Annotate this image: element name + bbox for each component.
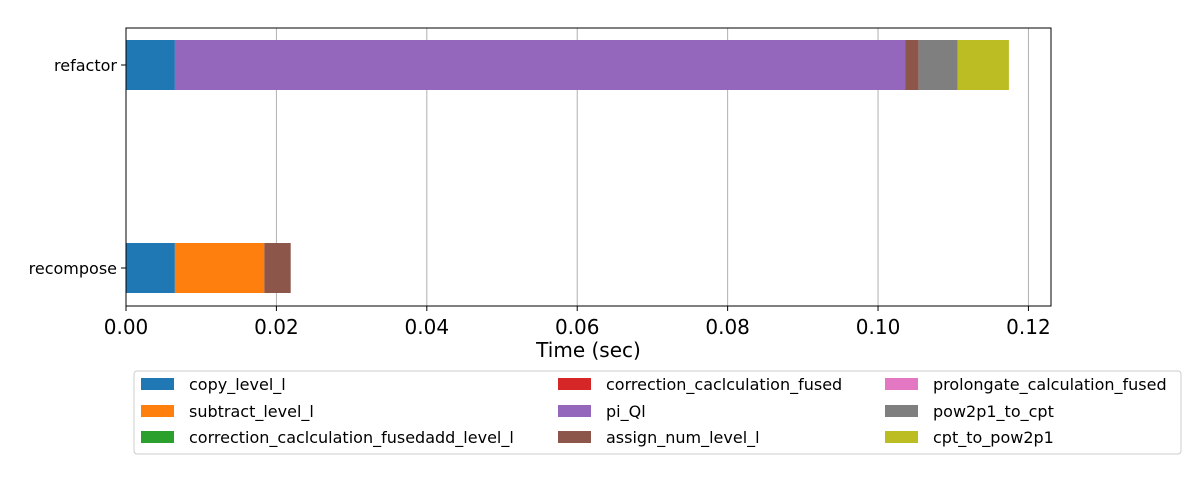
legend-swatch — [141, 378, 174, 390]
legend-frame — [133, 370, 1182, 455]
legend-entry: correction_caclculation_fused — [606, 375, 842, 395]
bar-segment — [918, 40, 958, 90]
legend-swatch — [885, 431, 918, 443]
bar-segment — [957, 40, 1009, 90]
legend-swatch — [885, 378, 918, 390]
legend-entry: prolongate_calculation_fused — [933, 375, 1167, 395]
plot-frame — [125, 27, 1052, 307]
bar-segment — [174, 40, 906, 90]
legend-swatch — [558, 405, 591, 417]
x-tick-label: 0.00 — [104, 315, 149, 339]
x-tick-label: 0.10 — [856, 315, 901, 339]
legend-entry: assign_num_level_l — [606, 428, 760, 448]
legend-swatch — [885, 405, 918, 417]
x-tick-label: 0.06 — [555, 315, 600, 339]
legend-entry: subtract_level_l — [189, 402, 314, 422]
y-tick-label: recompose — [29, 259, 117, 278]
legend-swatch — [141, 431, 174, 443]
x-ticks: 0.00 0.02 0.04 0.06 0.08 0.10 0.12 — [104, 306, 1051, 339]
legend-swatch — [558, 431, 591, 443]
bars-layer — [126, 40, 1009, 293]
x-tick-label: 0.08 — [705, 315, 750, 339]
bar-segment — [905, 40, 919, 90]
legend: copy_level_l subtract_level_l correction_c… — [133, 370, 1182, 455]
bar-segment — [174, 243, 265, 293]
x-tick-label: 0.04 — [405, 315, 450, 339]
legend-entry: copy_level_l — [189, 375, 286, 395]
y-ticks: refactor recompose — [29, 56, 126, 278]
bar-segment — [126, 40, 175, 90]
legend-swatch — [558, 378, 591, 390]
bar-segment — [126, 243, 175, 293]
x-tick-label: 0.12 — [1006, 315, 1051, 339]
bar-segment — [264, 243, 291, 293]
legend-entry: cpt_to_pow2p1 — [933, 428, 1054, 448]
x-axis-label: Time (sec) — [535, 338, 641, 362]
y-tick-label: refactor — [54, 56, 117, 75]
legend-entry: correction_caclculation_fusedadd_level_l — [189, 428, 514, 448]
legend-entry: pow2p1_to_cpt — [933, 402, 1054, 422]
legend-entry: pi_Ql — [606, 402, 646, 422]
legend-swatch — [141, 405, 174, 417]
x-tick-label: 0.02 — [254, 315, 299, 339]
